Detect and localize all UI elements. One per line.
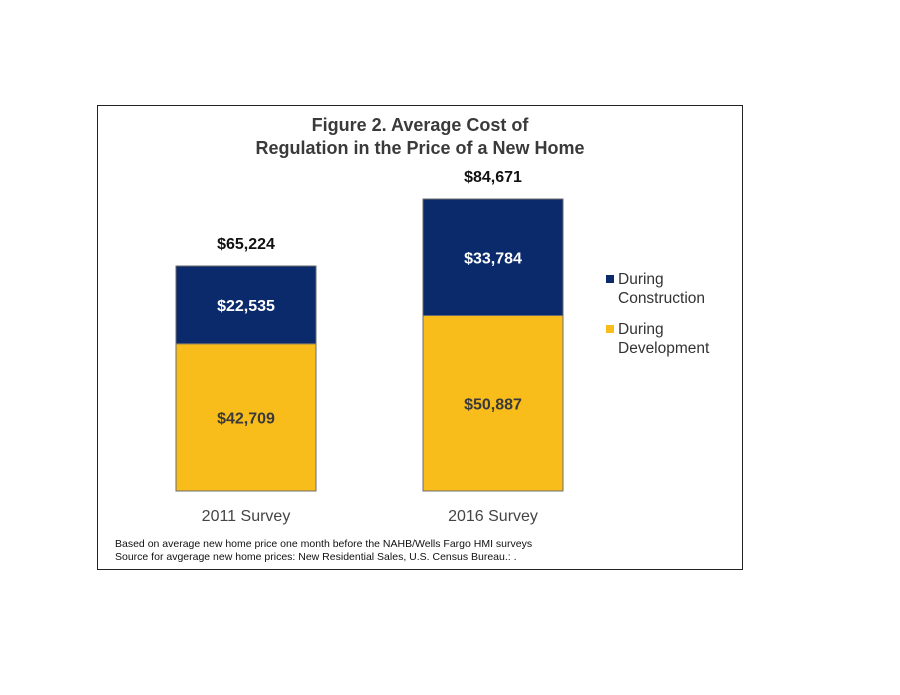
legend-label-construction-2: Construction (618, 290, 705, 307)
chart-frame: Figure 2. Average Cost of Regulation in … (97, 105, 743, 570)
bar-development-1 (422, 315, 564, 492)
total-label-1: $84,671 (464, 169, 522, 186)
bar-construction-0 (175, 265, 317, 345)
legend-label-development-1: During (618, 321, 664, 338)
stacked-bar-chart: $42,709 $22,535 $65,224 2011 Survey $50,887 $… (175, 169, 710, 525)
bar-construction-1 (422, 198, 564, 317)
chart-title-line-1: Figure 2. Average Cost of (311, 115, 529, 135)
legend-label-development-2: Development (618, 340, 710, 357)
note-source: Source for avgerage new home prices: New… (115, 551, 517, 563)
data-label-development-1: $50,887 (464, 396, 522, 413)
legend-swatch-construction (606, 275, 614, 283)
chart-title: Figure 2. Average Cost of Regulation in … (98, 114, 742, 160)
chart-title-line-2: Regulation in the Price of a New Home (255, 138, 585, 158)
legend-label-construction-1: During (618, 271, 664, 288)
data-label-construction-0: $22,535 (217, 298, 275, 315)
category-label-0: 2011 Survey (202, 508, 291, 525)
bar-development-0 (175, 343, 317, 492)
category-label-1: 2016 Survey (448, 508, 538, 525)
total-label-0: $65,224 (217, 236, 275, 253)
data-label-construction-1: $33,784 (464, 250, 522, 267)
chart-notes: Based on average new home price one mont… (115, 538, 532, 564)
data-label-development-0: $42,709 (217, 410, 275, 427)
legend-swatch-development (606, 325, 614, 333)
note-basis: Based on average new home price one mont… (115, 538, 533, 550)
